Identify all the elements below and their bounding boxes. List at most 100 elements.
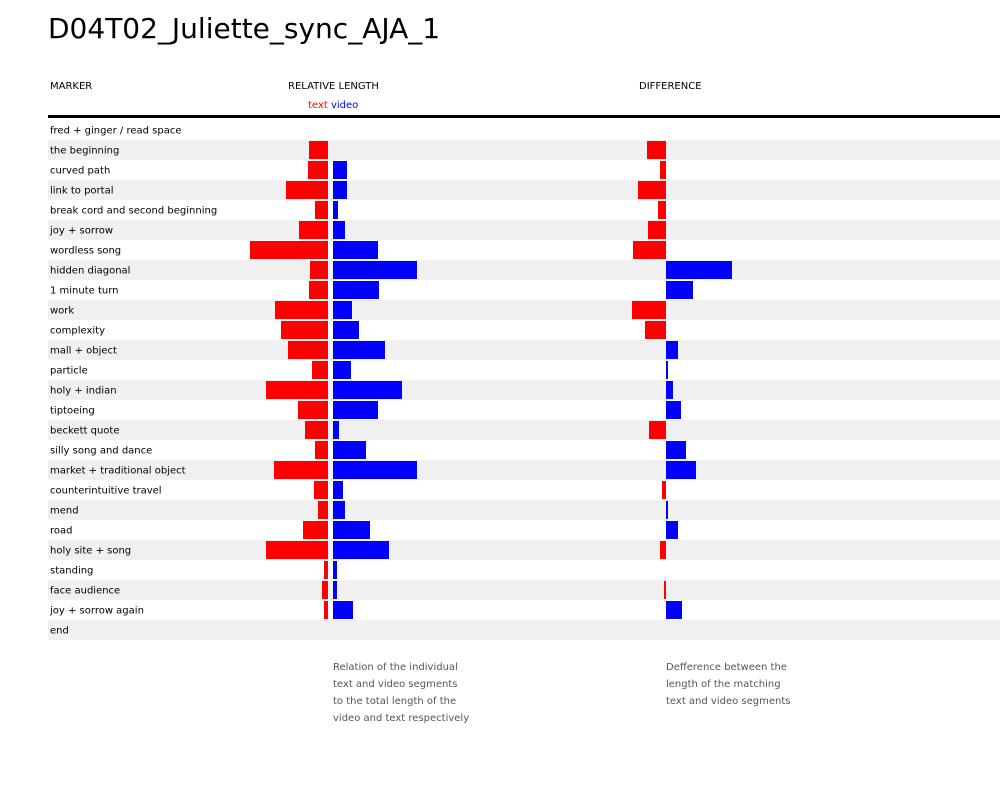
video-bar — [333, 341, 385, 359]
marker-label: face audience — [50, 586, 120, 597]
text-bar — [310, 261, 328, 279]
marker-label: holy + indian — [50, 386, 117, 397]
text-bar — [324, 601, 328, 619]
marker-label: standing — [50, 566, 93, 577]
relative-length-header: RELATIVE LENGTH — [288, 81, 379, 92]
marker-label: complexity — [50, 326, 105, 337]
row-stripe — [48, 140, 1000, 160]
legend: text video — [308, 100, 358, 111]
relative-note-line: video and text respectively — [333, 713, 470, 724]
legend-video: video — [330, 100, 359, 111]
video-bar — [333, 441, 366, 459]
difference-bar — [660, 161, 666, 179]
difference-bar — [664, 581, 666, 599]
video-bar — [333, 221, 345, 239]
row-stripe — [48, 460, 1000, 480]
video-bar — [333, 281, 379, 299]
text-bar — [288, 341, 328, 359]
difference-bar — [666, 261, 732, 279]
row-stripe — [48, 420, 1000, 440]
text-bar — [309, 281, 328, 299]
row-stripe — [48, 380, 1000, 400]
text-bar — [315, 441, 328, 459]
text-bar — [286, 181, 328, 199]
page-title: D04T02_Juliette_sync_AJA_1 — [48, 12, 441, 45]
video-bar — [333, 321, 359, 339]
difference-bar — [666, 441, 686, 459]
video-bar — [333, 581, 337, 599]
video-bar — [333, 361, 351, 379]
marker-header: MARKER — [50, 81, 93, 92]
relative-note-line: to the total length of the — [333, 696, 457, 707]
difference-bar — [666, 401, 681, 419]
row-stripe — [48, 580, 1000, 600]
video-bar — [333, 261, 417, 279]
difference-bar — [633, 241, 666, 259]
difference-bar — [666, 501, 668, 519]
difference-bar — [666, 281, 693, 299]
video-bar — [333, 501, 345, 519]
video-bar — [333, 541, 389, 559]
marker-label: 1 minute turn — [50, 286, 119, 297]
video-bar — [333, 601, 353, 619]
text-bar — [303, 521, 328, 539]
difference-note: Defference between the length of the mat… — [666, 659, 790, 710]
relative-note-line: Relation of the individual — [333, 662, 458, 673]
text-bar — [318, 501, 328, 519]
text-bar — [324, 561, 328, 579]
marker-label: tiptoeing — [50, 406, 95, 417]
marker-label: mend — [50, 506, 79, 517]
difference-note-line: length of the matching — [666, 679, 781, 690]
video-bar — [333, 521, 370, 539]
text-bar — [314, 481, 328, 499]
difference-bar — [666, 361, 668, 379]
marker-label: wordless song — [50, 246, 121, 257]
row-stripe — [48, 340, 1000, 360]
row-stripe — [48, 300, 1000, 320]
text-bar — [275, 301, 328, 319]
difference-bar — [632, 301, 666, 319]
marker-label: fred + ginger / read space — [50, 126, 181, 137]
marker-label: market + traditional object — [50, 466, 186, 477]
video-bar — [333, 461, 417, 479]
difference-bar — [648, 221, 666, 239]
video-bar — [333, 421, 339, 439]
difference-bar — [660, 541, 666, 559]
difference-note-line: text and video segments — [666, 696, 791, 707]
text-bar — [298, 401, 328, 419]
row-stripe — [48, 220, 1000, 240]
difference-bar — [638, 181, 666, 199]
difference-bar — [658, 201, 666, 219]
difference-bar — [647, 141, 666, 159]
video-bar — [333, 201, 338, 219]
row-stripe — [48, 500, 1000, 520]
text-bar — [305, 421, 328, 439]
video-bar — [333, 181, 347, 199]
marker-label: break cord and second beginning — [50, 206, 217, 217]
marker-label: work — [50, 306, 74, 317]
marker-label: beckett quote — [50, 426, 119, 437]
difference-bar — [645, 321, 666, 339]
text-bar — [309, 141, 328, 159]
text-bar — [281, 321, 328, 339]
marker-label: mall + object — [50, 346, 117, 357]
legend-text: text — [308, 100, 328, 111]
difference-bar — [666, 461, 696, 479]
text-bar — [266, 381, 328, 399]
text-bar — [299, 221, 328, 239]
video-bar — [333, 381, 402, 399]
text-bar — [312, 361, 328, 379]
row-stripe — [48, 540, 1000, 560]
difference-bar — [662, 481, 666, 499]
marker-label: road — [50, 526, 73, 537]
relative-note: Relation of the individual text and vide… — [333, 659, 469, 727]
marker-label: silly song and dance — [50, 446, 152, 457]
row-stripe — [48, 260, 1000, 280]
marker-label: hidden diagonal — [50, 266, 130, 277]
marker-label: holy site + song — [50, 546, 131, 557]
relative-note-line: text and video segments — [333, 679, 458, 690]
difference-bar — [649, 421, 666, 439]
row-stripe — [48, 620, 1000, 640]
difference-note-line: Defference between the — [666, 662, 787, 673]
